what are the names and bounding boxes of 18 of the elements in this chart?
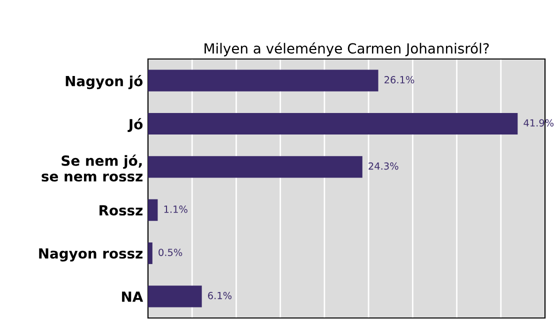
bar xyxy=(148,286,202,308)
y-tick-label: Nagyon jó xyxy=(66,75,143,90)
y-tick-label: NA xyxy=(122,292,144,302)
bar xyxy=(148,199,158,221)
y-tick-label: Se nem jó, se nem rossz xyxy=(42,154,142,182)
bar xyxy=(148,70,378,92)
data-label: 0.5% xyxy=(158,248,182,256)
data-label: 1.1% xyxy=(164,206,188,213)
bar xyxy=(148,156,362,178)
data-label: 26.1% xyxy=(384,76,414,84)
y-tick-label: Jó xyxy=(128,118,143,132)
chart-title: Milyen a véleménye Carmen Johannisról? xyxy=(204,42,489,56)
bar xyxy=(148,242,152,264)
data-label: 24.3% xyxy=(368,162,398,170)
data-label: 6.1% xyxy=(208,292,232,300)
y-tick-label: Rossz xyxy=(100,205,142,216)
bar xyxy=(148,112,518,135)
y-tick-label: Nagyon rossz xyxy=(39,248,142,262)
